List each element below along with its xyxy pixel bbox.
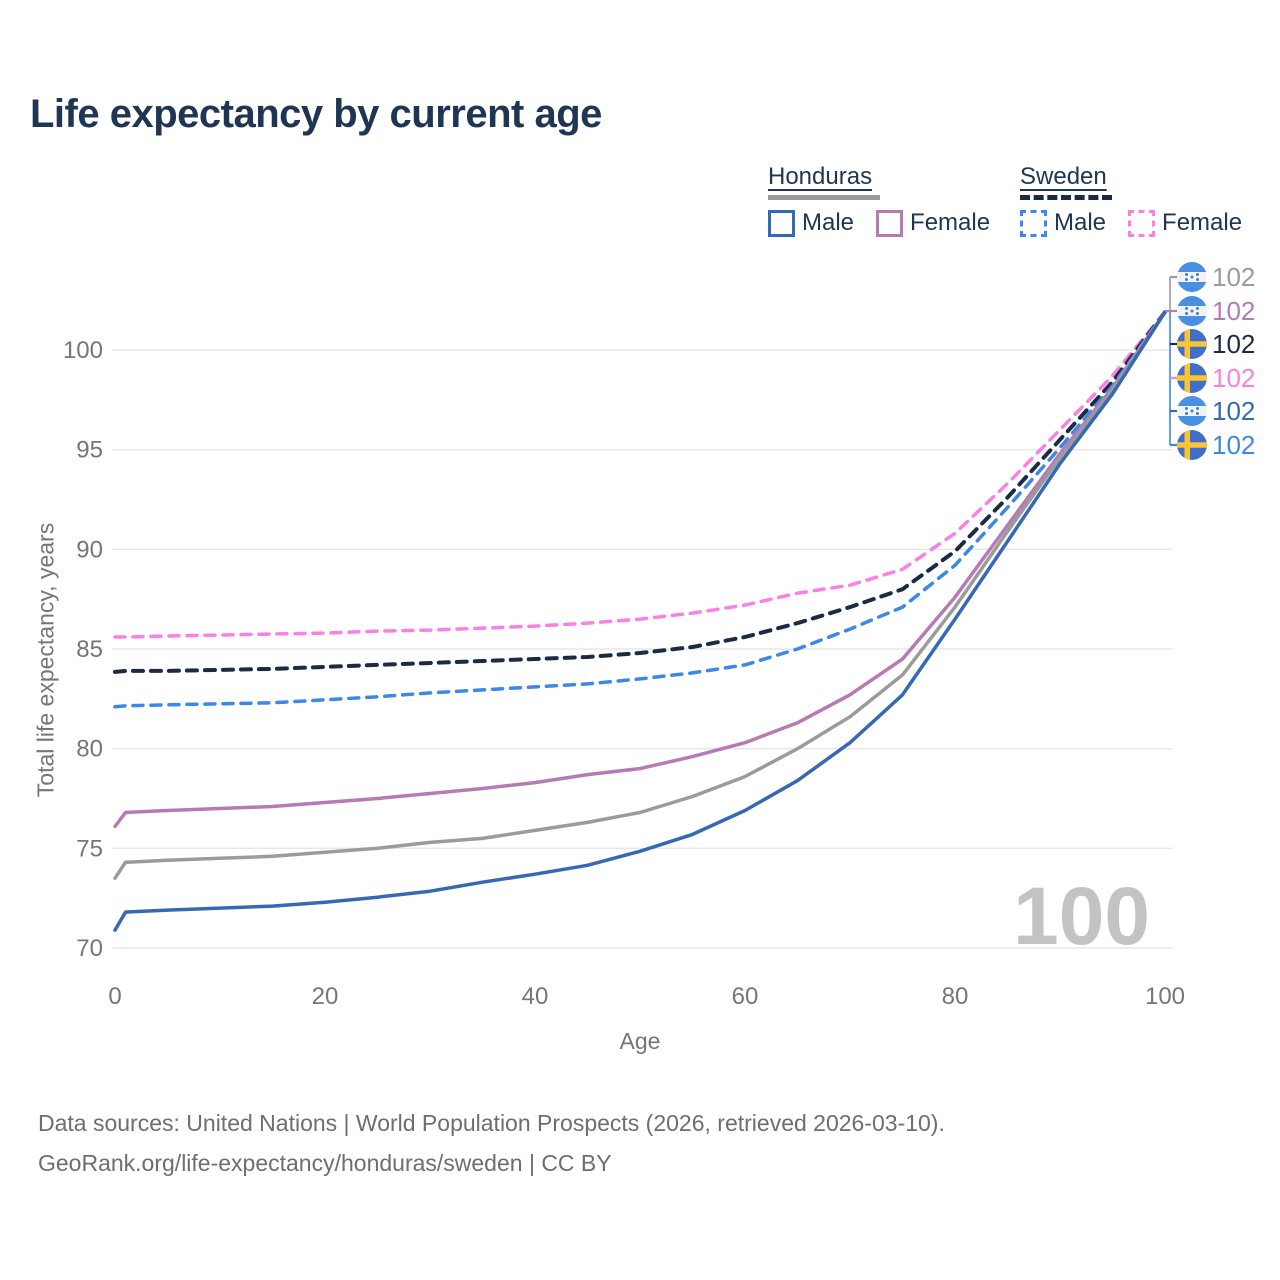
- honduras-flag-icon: [1177, 396, 1207, 426]
- sweden-flag-icon: [1177, 430, 1207, 460]
- honduras-male-checkbox-icon[interactable]: [768, 209, 795, 237]
- legend-group-sweden: Sweden Male Female: [1020, 163, 1242, 237]
- legend-heading-sweden: Sweden: [1020, 163, 1107, 190]
- x-axis-title: Age: [619, 1028, 661, 1054]
- sweden-flag-icon: [1177, 329, 1207, 359]
- y-tick-label-100: 100: [63, 337, 103, 364]
- series-line-sweden-total: [113, 310, 1167, 674]
- legend-item-sweden-female[interactable]: Female: [1128, 209, 1242, 237]
- x-tick-label-60: 60: [732, 983, 759, 1010]
- end-label-value-honduras-total: 102: [1212, 262, 1255, 292]
- honduras-line-sample: [768, 195, 880, 200]
- y-axis-title: Total life expectancy, years: [32, 522, 59, 798]
- legend-label-sweden-female: Female: [1162, 209, 1243, 236]
- legend-group-honduras: Honduras Male Female: [768, 163, 990, 237]
- legend-row-honduras: Male Female: [768, 209, 990, 237]
- series-line-honduras-total: [113, 310, 1167, 880]
- sweden-line-sample: [1020, 195, 1112, 200]
- y-tick-label-90: 90: [76, 536, 103, 563]
- y-tick-label-95: 95: [76, 437, 103, 464]
- legend-heading-honduras: Honduras: [768, 163, 873, 190]
- legend-item-honduras-male[interactable]: Male: [768, 209, 854, 237]
- series-line-sweden-male: [113, 310, 1167, 709]
- legend-item-sweden-male[interactable]: Male: [1020, 209, 1106, 237]
- y-tick-label-75: 75: [76, 835, 103, 862]
- legend-label-sweden-male: Male: [1054, 209, 1107, 236]
- sweden-flag-icon: [1177, 363, 1207, 393]
- y-tick-label-80: 80: [76, 736, 103, 763]
- end-label-value-honduras-male: 102: [1212, 396, 1255, 426]
- legend-row-sweden: Male Female: [1020, 209, 1242, 237]
- legend-label-honduras-female: Female: [910, 209, 991, 236]
- series-line-honduras-female: [113, 310, 1167, 829]
- attribution-text: GeoRank.org/life-expectancy/honduras/swe…: [38, 1150, 612, 1176]
- page-title: Life expectancy by current age: [30, 92, 602, 136]
- honduras-female-checkbox-icon[interactable]: [876, 209, 904, 237]
- sweden-female-checkbox-icon[interactable]: [1128, 209, 1156, 237]
- y-tick-label-85: 85: [76, 636, 103, 663]
- series-line-sweden-female: [113, 310, 1167, 639]
- age-watermark: 100: [1013, 871, 1150, 962]
- honduras-flag-icon: [1177, 262, 1207, 292]
- x-tick-label-20: 20: [312, 983, 339, 1010]
- y-tick-label-70: 70: [76, 935, 103, 962]
- end-label-value-sweden-female: 102: [1212, 363, 1255, 393]
- legend-item-honduras-female[interactable]: Female: [876, 209, 990, 237]
- end-label-value-honduras-female: 102: [1212, 296, 1255, 326]
- legend-label-honduras-male: Male: [802, 209, 855, 236]
- series-line-honduras-male: [113, 310, 1167, 932]
- data-sources-text: Data sources: United Nations | World Pop…: [38, 1110, 945, 1136]
- end-label-value-sweden-male: 102: [1212, 430, 1255, 460]
- end-label-value-sweden-total: 102: [1212, 329, 1255, 359]
- x-tick-label-0: 0: [108, 983, 121, 1010]
- x-tick-label-40: 40: [522, 983, 549, 1010]
- x-tick-label-80: 80: [942, 983, 969, 1010]
- x-tick-label-100: 100: [1145, 983, 1185, 1010]
- honduras-flag-icon: [1177, 296, 1207, 326]
- sweden-male-checkbox-icon[interactable]: [1020, 209, 1047, 237]
